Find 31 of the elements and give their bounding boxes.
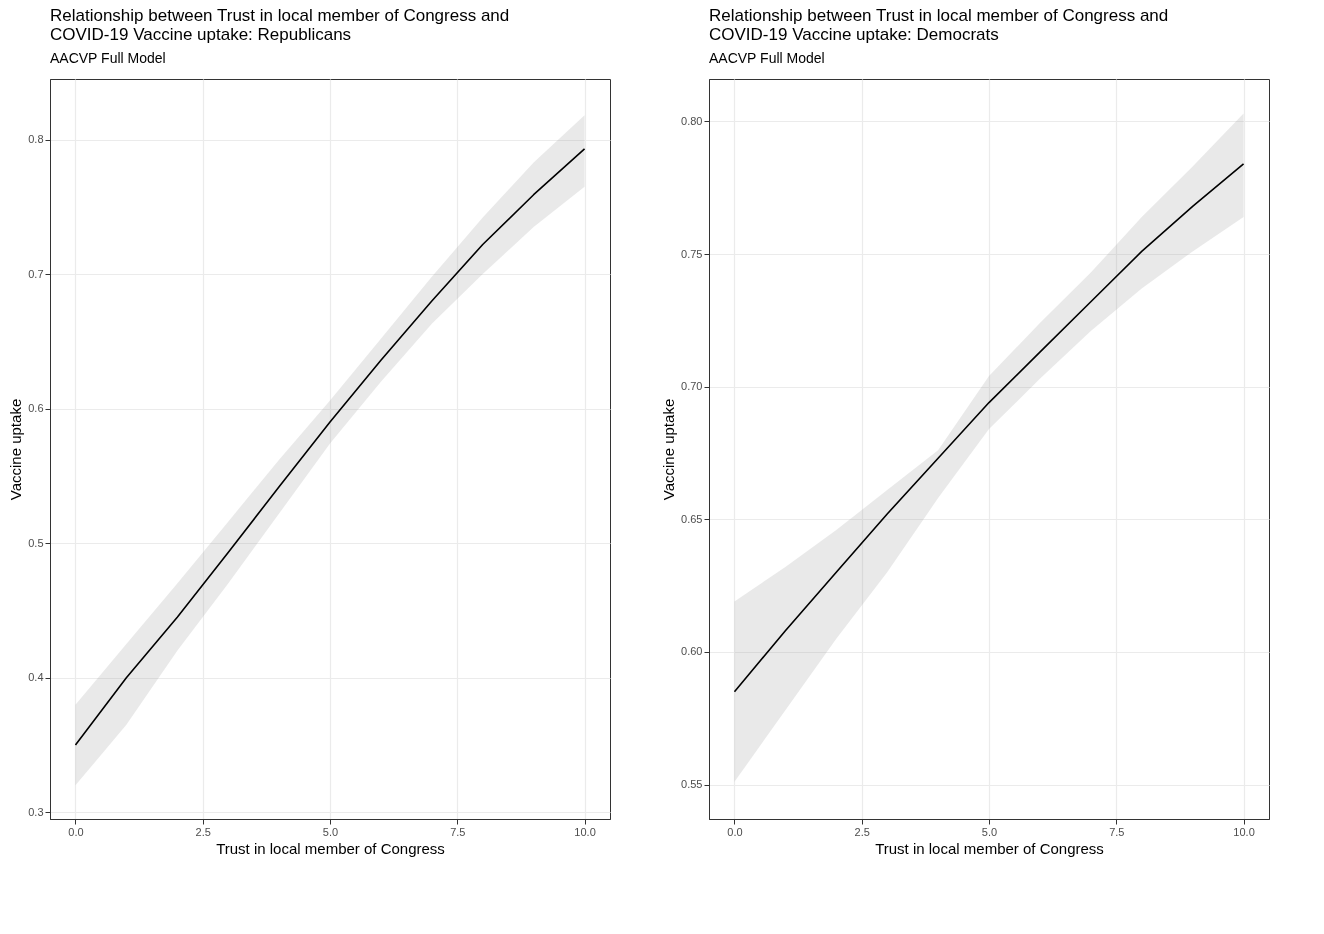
y-tick-label: 0.4 — [28, 671, 44, 684]
x-tick-label: 7.5 — [1109, 825, 1125, 838]
y-tick-label: 0.8 — [28, 133, 44, 146]
chart-subtitle: AACVP Full Model — [709, 50, 825, 66]
chart-title: Relationship between Trust in local member of Congress and COVID-19 Vaccine uptake: Republicans — [50, 6, 510, 44]
x-axis-title: Trust in local member of Congress — [216, 839, 445, 857]
y-tick-label: 0.80 — [681, 114, 703, 127]
y-axis-title: Vaccine uptake — [660, 398, 678, 501]
x-tick-label: 2.5 — [854, 825, 870, 838]
chart-title: Relationship between Trust in local member of Congress and COVID-19 Vaccine uptake: Democrats — [709, 6, 1169, 44]
y-tick-label: 0.60 — [681, 645, 703, 658]
x-tick-label: 10.0 — [574, 825, 596, 838]
x-tick-label: 2.5 — [195, 825, 211, 838]
y-tick-label: 0.75 — [681, 247, 703, 260]
x-tick-label: 5.0 — [322, 825, 339, 838]
y-tick-label: 0.7 — [28, 267, 44, 280]
x-tick-label: 10.0 — [1233, 825, 1255, 838]
y-tick-label: 0.3 — [28, 805, 44, 818]
x-tick-label: 0.0 — [727, 825, 743, 838]
y-axis-title: Vaccine uptake — [7, 398, 25, 501]
x-tick-label: 0.0 — [68, 825, 84, 838]
x-axis-title: Trust in local member of Congress — [875, 839, 1104, 857]
line-series — [733, 163, 1245, 693]
y-tick-label: 0.70 — [681, 380, 703, 393]
y-tick-label: 0.55 — [681, 778, 703, 791]
y-tick-label: 0.6 — [28, 402, 44, 415]
x-tick-label: 7.5 — [450, 825, 466, 838]
y-tick-label: 0.5 — [28, 536, 44, 549]
chart-subtitle: AACVP Full Model — [50, 50, 166, 66]
y-tick-label: 0.65 — [681, 512, 703, 525]
x-tick-label: 5.0 — [981, 825, 998, 838]
